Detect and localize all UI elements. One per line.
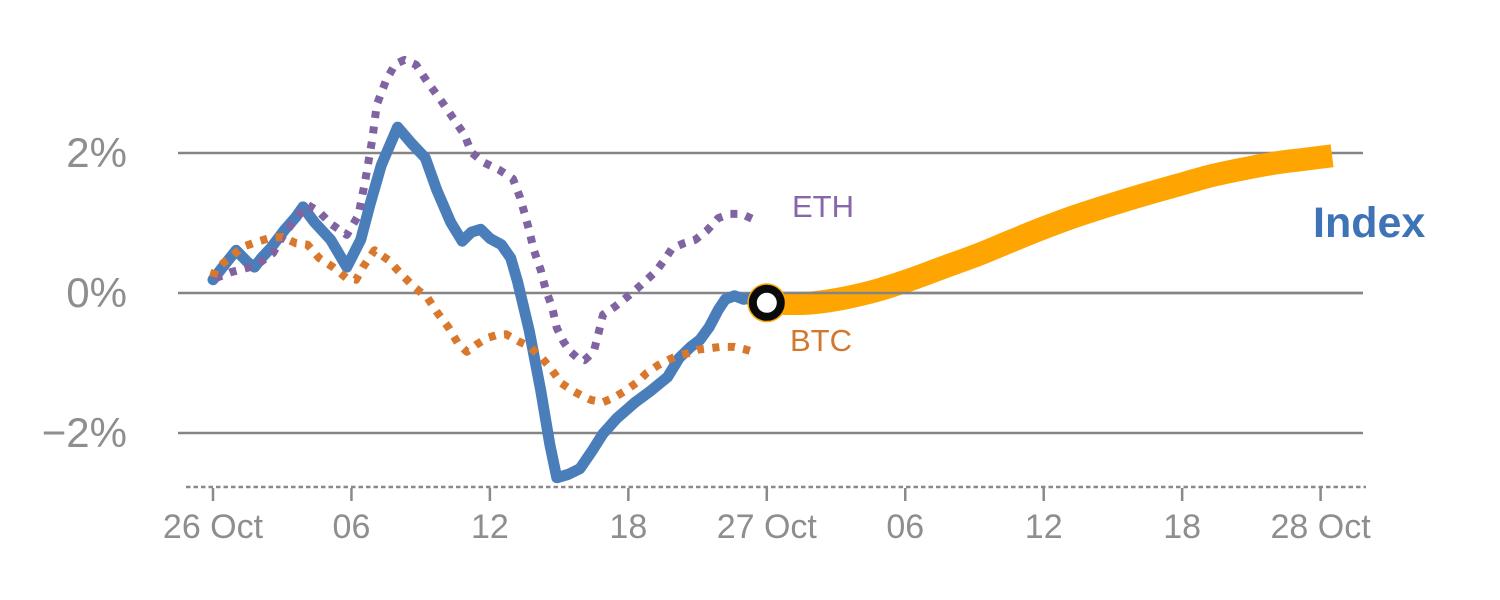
eth-dotted-line	[213, 55, 757, 365]
x-tick-label-12: 12	[471, 508, 509, 546]
x-tick-label-12: 12	[1025, 508, 1063, 546]
index-line	[207, 121, 773, 484]
index-forecast-band	[766, 144, 1334, 316]
y-tick-label-2%: 2%	[66, 129, 127, 176]
eth-series-label: ETH	[792, 189, 854, 224]
current-value-marker	[747, 283, 787, 323]
btc-dotted-line	[209, 233, 759, 407]
x-tick-label-27 Oct: 27 Oct	[717, 508, 818, 546]
marker-black-ring	[748, 284, 785, 321]
axis-and-series-labels: ETH BTC Index 2% 0% −2%	[42, 129, 1426, 456]
x-tick-label-18: 18	[1163, 508, 1201, 546]
x-tick-label-06: 06	[333, 508, 371, 546]
y-tick-label-−2%: −2%	[42, 409, 127, 456]
series-lines	[207, 55, 1334, 484]
x-axis: 26 Oct 06 12 18 27 Oct 06 12 18 28 Oct	[163, 485, 1372, 546]
x-tick-label-26 Oct: 26 Oct	[163, 508, 264, 546]
x-tick-label-06: 06	[886, 508, 924, 546]
index-series-label: Index	[1313, 199, 1425, 247]
btc-series-label: BTC	[790, 323, 852, 358]
x-tick-label-28 Oct: 28 Oct	[1271, 508, 1372, 546]
x-tick-label-18: 18	[609, 508, 647, 546]
y-tick-label-0%: 0%	[66, 269, 127, 316]
